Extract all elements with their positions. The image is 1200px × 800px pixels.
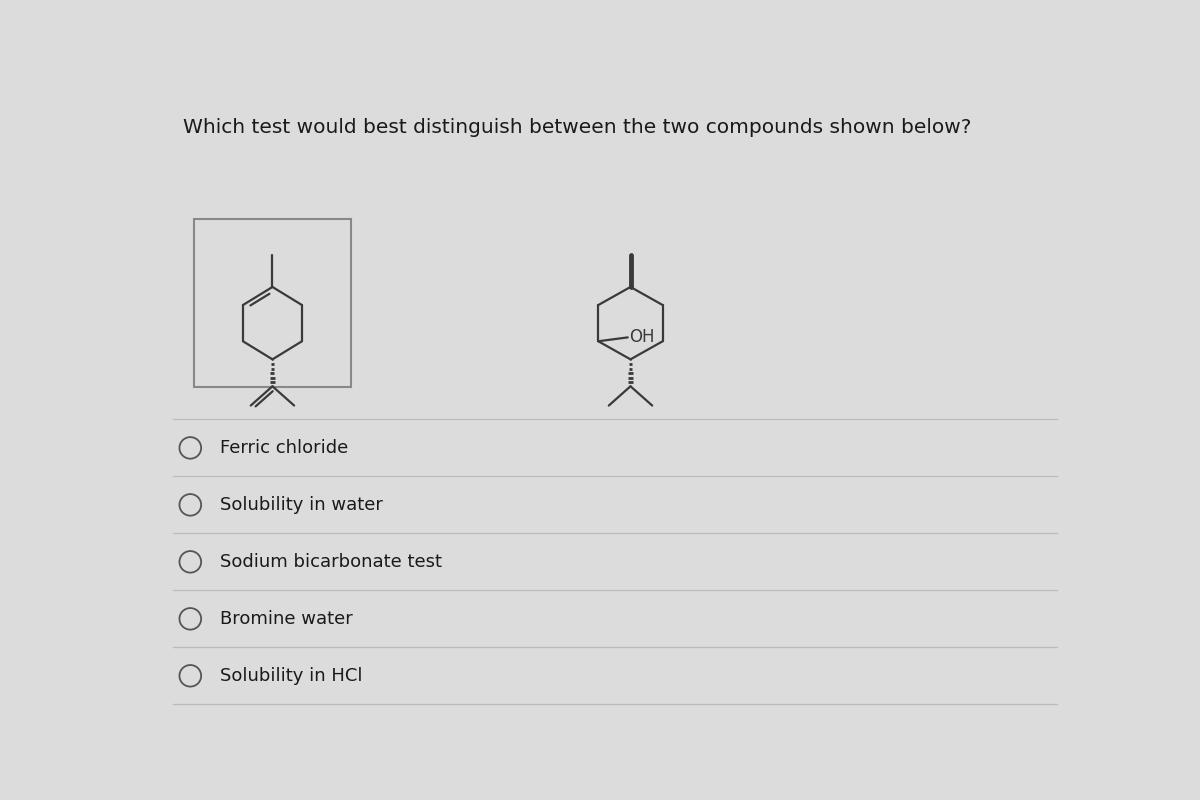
- Text: Solubility in HCl: Solubility in HCl: [220, 667, 362, 685]
- Text: Ferric chloride: Ferric chloride: [220, 439, 348, 457]
- Text: Solubility in water: Solubility in water: [220, 496, 383, 514]
- Text: Bromine water: Bromine water: [220, 610, 353, 628]
- Bar: [194, 219, 350, 387]
- Text: OH: OH: [629, 328, 655, 346]
- Text: Which test would best distinguish between the two compounds shown below?: Which test would best distinguish betwee…: [182, 118, 971, 137]
- Text: Sodium bicarbonate test: Sodium bicarbonate test: [220, 553, 442, 571]
